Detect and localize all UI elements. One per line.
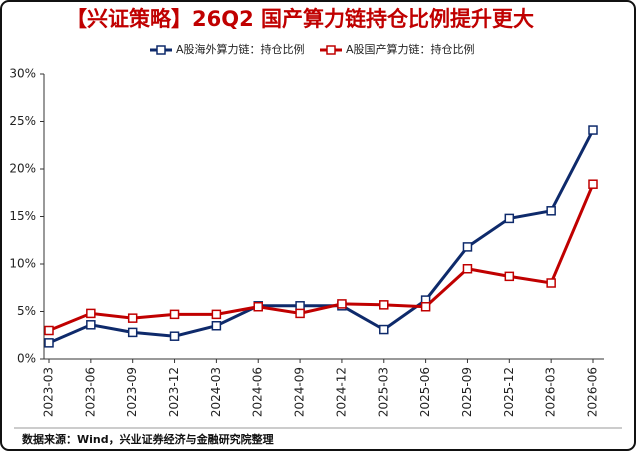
legend-marker xyxy=(326,45,336,55)
data-point xyxy=(169,331,180,341)
data-point xyxy=(44,338,54,348)
x-tick-label: 2025-12 xyxy=(502,367,516,417)
data-point xyxy=(546,278,556,288)
x-tick-label: 2024-06 xyxy=(251,367,265,417)
x-tick-label: 2025-09 xyxy=(460,367,474,417)
chart-title: 【兴证策略】26Q2 国产算力链持仓比例提升更大 xyxy=(66,7,534,31)
data-point xyxy=(44,325,54,336)
y-tick-label: 5% xyxy=(17,304,36,318)
data-point xyxy=(588,179,598,189)
data-point xyxy=(295,301,305,311)
data-point xyxy=(588,125,598,135)
data-point xyxy=(379,300,389,310)
data-point xyxy=(462,264,473,274)
legend-label: A股海外算力链：持仓比例 xyxy=(176,42,305,56)
data-point xyxy=(504,271,515,282)
x-tick-label: 2023-09 xyxy=(125,367,139,417)
y-tick-label: 15% xyxy=(9,209,36,223)
y-tick-label: 20% xyxy=(9,162,36,176)
x-tick-label: 2024-03 xyxy=(209,367,223,417)
data-point xyxy=(169,309,180,320)
y-tick-label: 25% xyxy=(9,114,36,128)
series-line xyxy=(48,183,595,332)
x-tick-label: 2026-03 xyxy=(544,367,558,417)
data-point xyxy=(420,302,431,312)
x-tick-label: 2023-06 xyxy=(83,367,97,417)
x-tick-label: 2025-03 xyxy=(376,367,390,417)
data-point xyxy=(86,320,96,330)
series-line xyxy=(48,129,595,345)
y-tick-label: 30% xyxy=(9,67,36,81)
source-note: 数据来源：Wind，兴业证券经济与金融研究院整理 xyxy=(22,432,274,446)
y-tick-label: 10% xyxy=(9,257,36,271)
data-point xyxy=(127,327,138,338)
x-tick-label: 2023-03 xyxy=(42,367,56,417)
x-tick-label: 2024-09 xyxy=(293,367,307,417)
data-point xyxy=(379,324,389,335)
x-tick-label: 2023-12 xyxy=(167,367,181,417)
data-point xyxy=(127,313,138,323)
legend-label: A股国产算力链：持仓比例 xyxy=(346,42,475,56)
data-point xyxy=(504,213,515,224)
x-tick-label: 2026-06 xyxy=(586,367,600,417)
data-point xyxy=(295,308,305,319)
y-tick-label: 0% xyxy=(17,352,36,366)
data-point xyxy=(211,309,222,320)
x-tick-label: 2025-06 xyxy=(418,367,432,417)
data-point xyxy=(546,206,556,216)
data-point xyxy=(337,299,347,309)
data-point xyxy=(211,321,222,331)
x-tick-label: 2024-12 xyxy=(334,367,348,417)
data-point xyxy=(253,302,263,312)
legend-marker xyxy=(156,45,166,55)
data-point xyxy=(86,308,96,319)
data-point xyxy=(462,242,473,252)
